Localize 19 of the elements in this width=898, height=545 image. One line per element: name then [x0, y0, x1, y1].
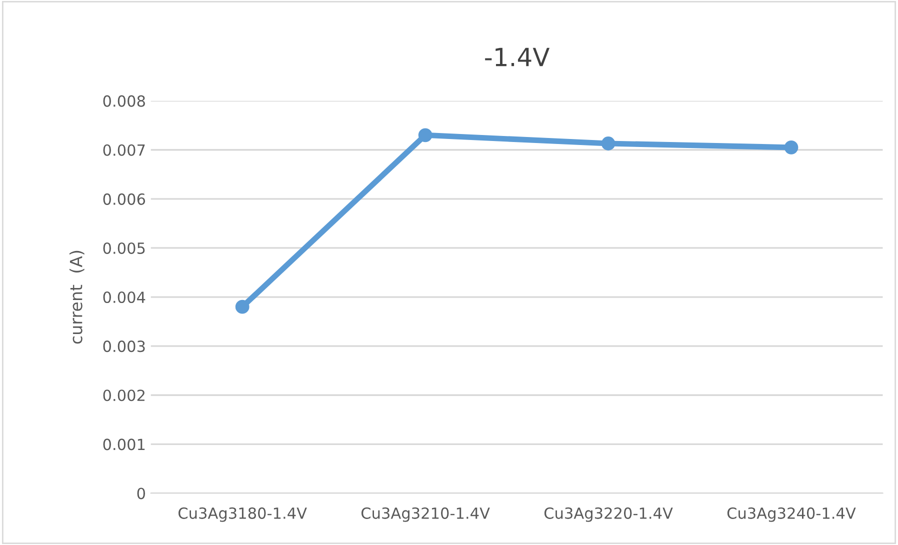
y-tick-label: 0.001	[103, 438, 145, 450]
y-tick-label: 0	[137, 488, 145, 500]
point	[235, 300, 250, 314]
x-tick-label: Cu3Ag3210-1.4V	[361, 507, 490, 522]
point	[418, 128, 432, 142]
y-tick-label: 0.008	[103, 95, 145, 107]
point	[784, 140, 798, 154]
x-tick-label: Cu3Ag3220-1.4V	[544, 507, 673, 522]
y-axis-title: current (A)	[69, 250, 84, 344]
y-tick-label: 0.004	[103, 291, 146, 304]
x-tick-label: Cu3Ag3240-1.4V	[727, 507, 856, 522]
y-tick-label: 0.003	[103, 340, 145, 352]
y-tick-label: 0.005	[103, 242, 145, 254]
x-tick-label: Cu3Ag3180-1.4V	[178, 507, 307, 522]
y-tick-label: 0.007	[103, 144, 145, 156]
chart-title: -1.4V	[485, 48, 550, 66]
y-tick-label: 0.006	[103, 193, 146, 205]
point	[601, 136, 616, 150]
y-tick-label: 0.002	[103, 390, 144, 402]
